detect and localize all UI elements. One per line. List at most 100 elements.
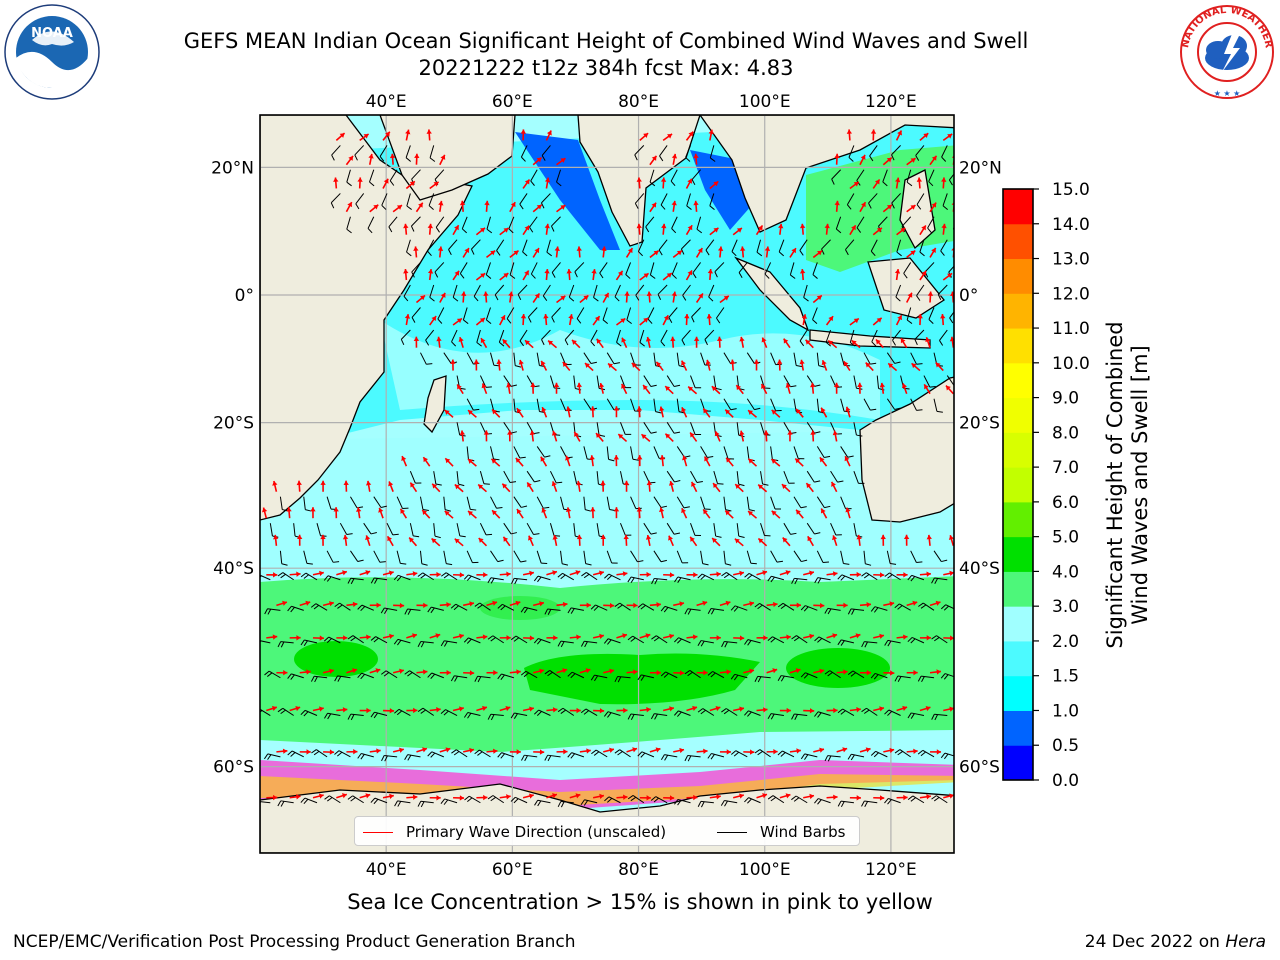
wind-barb (634, 145, 645, 161)
wave-direction-arrow (859, 747, 871, 753)
wind-barb (903, 262, 912, 279)
wind-barb (670, 169, 678, 187)
colorbar-tick-label: 3.0 (1052, 597, 1079, 617)
wind-barb (848, 145, 855, 162)
wave-direction-arrow (719, 295, 730, 304)
wind-barb (456, 471, 465, 487)
wind-barb (777, 602, 795, 611)
wave-direction-arrow (623, 534, 629, 546)
wave-direction-arrow (900, 337, 908, 349)
wind-barb (853, 470, 865, 484)
wave-direction-arrow (671, 153, 678, 165)
wind-barb (486, 216, 493, 234)
wind-barb (411, 307, 421, 323)
colorbar-swatch (1003, 710, 1033, 746)
wind-barb (705, 239, 715, 256)
wind-barb (914, 329, 925, 345)
wind-barb (845, 239, 855, 256)
wave-direction-arrow (405, 180, 416, 190)
wave-direction-arrow (621, 337, 628, 349)
wind-barb (564, 329, 575, 346)
wind-barb (466, 398, 480, 411)
latitude-tick-label: 20°S (959, 414, 1000, 434)
wave-direction-arrow (589, 455, 595, 467)
wave-direction-arrow (761, 337, 768, 348)
wind-barb (567, 607, 584, 614)
wave-direction-arrow (779, 793, 791, 799)
wave-direction-arrow (415, 294, 426, 304)
colorbar-swatch (1003, 536, 1033, 572)
wave-direction-arrow (454, 483, 464, 493)
wave-direction-arrow (639, 132, 649, 142)
wave-direction-arrow (770, 458, 781, 467)
svg-text:★ ★ ★: ★ ★ ★ (1214, 89, 1241, 98)
wind-barb (793, 550, 808, 563)
wave-direction-arrow (552, 534, 558, 546)
longitude-tick-label: 60°E (492, 92, 533, 112)
colorbar-swatch (1003, 223, 1033, 260)
wind-barb (370, 711, 388, 719)
wave-direction-arrow (357, 177, 363, 189)
wind-barb (406, 193, 412, 210)
wind-barb (544, 754, 561, 762)
wave-direction-arrow (491, 408, 501, 418)
wave-direction-arrow (467, 510, 477, 519)
wave-direction-arrow (546, 635, 558, 641)
wind-barb (940, 752, 954, 760)
wind-barb (886, 398, 901, 410)
longitude-tick-label: 120°E (865, 860, 917, 880)
wind-barb (540, 193, 551, 209)
wave-direction-arrow (509, 250, 520, 259)
wind-barb (861, 707, 878, 716)
wind-barb (604, 573, 621, 581)
wave-direction-arrow (624, 291, 630, 303)
wave-direction-arrow (450, 359, 456, 371)
wave-direction-arrow (925, 337, 931, 348)
wave-direction-arrow (729, 359, 736, 371)
land-sumatra (734, 256, 810, 332)
wave-direction-arrow (739, 336, 745, 348)
wave-direction-arrow (747, 510, 758, 519)
longitude-tick-label: 40°E (366, 860, 407, 880)
wave-direction-arrow (663, 572, 675, 578)
wind-barb (300, 572, 318, 581)
wave-direction-arrow (714, 431, 721, 442)
wind-barb (513, 352, 522, 368)
wind-barb (427, 606, 444, 614)
wave-direction-arrow (673, 747, 685, 754)
wave-direction-arrow (486, 748, 498, 754)
wave-direction-arrow (616, 571, 628, 577)
wave-direction-arrow (335, 132, 346, 142)
wave-direction-arrow (883, 747, 895, 754)
colorbar-swatch (1003, 571, 1033, 607)
wave-direction-arrow (413, 336, 420, 348)
wave-direction-arrow (832, 535, 838, 547)
wave-direction-arrow (833, 382, 840, 394)
wind-barb (937, 284, 948, 300)
wave-direction-arrow (887, 362, 898, 372)
wave-direction-arrow (516, 407, 524, 418)
wave-direction-arrow (834, 200, 840, 212)
wind-barb (466, 550, 479, 564)
wind-barb (530, 169, 538, 186)
wave-direction-arrow (369, 204, 379, 213)
wave-direction-arrow (546, 707, 558, 713)
wind-barb (533, 575, 551, 583)
wind-barb (479, 522, 493, 536)
wind-barb (510, 796, 528, 804)
wind-barb (660, 671, 678, 679)
wind-barb (707, 608, 725, 615)
wave-direction-arrow (592, 793, 605, 800)
wind-barb (940, 239, 948, 256)
wind-barb (692, 262, 701, 279)
wind-barb (544, 608, 561, 615)
wave-direction-arrow (426, 129, 432, 141)
wind-barb (825, 329, 832, 347)
wind-barb (347, 795, 364, 804)
wave-direction-arrow (849, 224, 857, 236)
wave-direction-arrow (520, 314, 527, 326)
wave-direction-arrow (475, 227, 486, 236)
wind-barb (713, 375, 722, 391)
wave-direction-arrow (732, 793, 745, 799)
wave-direction-arrow (873, 633, 885, 639)
